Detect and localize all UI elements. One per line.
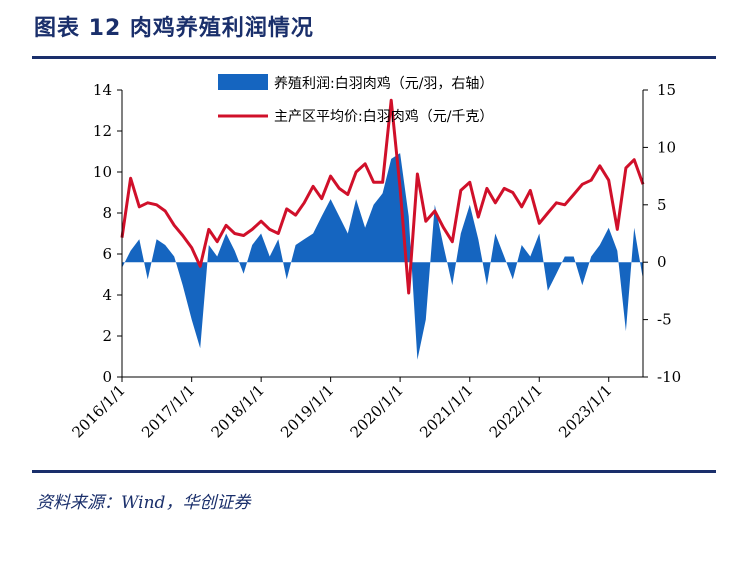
footer-rule bbox=[32, 470, 716, 473]
x-tick-label: 2023/1/1 bbox=[555, 381, 615, 441]
left-tick-label: 14 bbox=[93, 81, 112, 99]
left-tick-label: 4 bbox=[102, 286, 112, 304]
x-tick-label: 2018/1/1 bbox=[208, 381, 268, 441]
right-tick-label: 10 bbox=[657, 138, 676, 156]
left-tick-label: 12 bbox=[93, 122, 112, 140]
left-tick-label: 8 bbox=[102, 204, 112, 222]
right-tick-label: -10 bbox=[657, 368, 681, 386]
left-tick-label: 10 bbox=[93, 163, 112, 181]
left-tick-label: 6 bbox=[102, 245, 112, 263]
right-tick-label: 15 bbox=[657, 81, 676, 99]
legend-label-profit: 养殖利润:白羽肉鸡（元/羽，右轴） bbox=[274, 75, 493, 92]
legend-swatch-profit bbox=[218, 74, 268, 90]
right-tick-label: -5 bbox=[657, 311, 672, 329]
figure-title: 图表 12 肉鸡养殖利润情况 bbox=[34, 16, 314, 41]
title-rule bbox=[32, 56, 716, 59]
left-tick-label: 2 bbox=[102, 327, 112, 345]
x-tick-label: 2017/1/1 bbox=[138, 381, 198, 441]
left-tick-label: 0 bbox=[102, 368, 112, 386]
legend-label-price: 主产区平均价:白羽肉鸡（元/千克） bbox=[274, 108, 493, 125]
x-tick-label: 2020/1/1 bbox=[347, 381, 407, 441]
source-note: 资料来源：Wind，华创证券 bbox=[36, 493, 251, 513]
profit-area-series bbox=[122, 153, 643, 360]
x-tick-label: 2021/1/1 bbox=[416, 381, 476, 441]
right-tick-label: 0 bbox=[657, 253, 667, 271]
price-line-series bbox=[120, 98, 645, 295]
x-tick-label: 2022/1/1 bbox=[486, 381, 546, 441]
x-tick-label: 2019/1/1 bbox=[277, 381, 337, 441]
right-tick-label: 5 bbox=[657, 196, 667, 214]
x-tick-label: 2016/1/1 bbox=[68, 381, 128, 441]
